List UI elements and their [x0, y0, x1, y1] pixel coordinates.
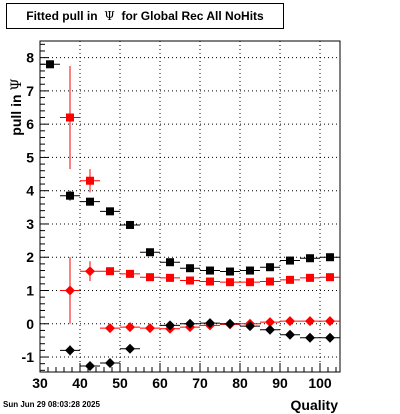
data-point-diamond: [85, 266, 95, 277]
data-point-diamond: [325, 332, 335, 343]
data-point-square: [106, 207, 114, 216]
data-point-diamond: [245, 321, 255, 332]
x-tick-label: 90: [272, 375, 288, 391]
y-tick-label: 7: [26, 83, 34, 99]
series-3: [60, 318, 340, 372]
data-point-diamond: [265, 317, 275, 328]
data-point-square: [306, 273, 314, 282]
data-point-square: [266, 277, 274, 286]
series-0: [40, 60, 340, 276]
data-point-square: [206, 277, 214, 286]
data-point-square: [166, 258, 174, 267]
data-point-square: [66, 191, 74, 200]
data-point-square: [146, 248, 154, 257]
title-suffix: for Global Rec All NoHits: [121, 9, 264, 23]
y-tick-label: 8: [26, 50, 34, 66]
data-point-square: [206, 266, 214, 275]
data-point-square: [186, 276, 194, 285]
y-tick-label: 1: [26, 282, 34, 298]
data-point-square: [246, 278, 254, 287]
x-tick-label: 70: [192, 375, 208, 391]
chart-title: Fitted pull in Ψ for Global Rec All NoHi…: [6, 3, 284, 29]
data-point-square: [306, 254, 314, 263]
data-point-diamond: [285, 316, 295, 327]
series-1: [60, 65, 340, 287]
data-point-diamond: [185, 318, 195, 329]
x-tick-label: 80: [232, 375, 248, 391]
data-point-diamond: [205, 318, 215, 329]
series-2: [60, 257, 340, 334]
plot-frame: [39, 40, 341, 373]
data-point-diamond: [305, 332, 315, 343]
y-tick-label: 2: [26, 249, 34, 265]
title-prefix: Fitted pull in: [26, 9, 98, 23]
x-tick-label: 60: [152, 375, 168, 391]
data-point-square: [326, 273, 334, 282]
data-point-square: [126, 220, 134, 229]
y-axis-title: pull in Ψ: [8, 78, 25, 135]
y-tick-label: -1: [22, 349, 35, 365]
timestamp: Sun Jun 29 08:03:28 2025: [3, 400, 100, 409]
data-point-diamond: [165, 320, 175, 331]
x-tick-label: 50: [112, 375, 128, 391]
data-point-square: [86, 197, 94, 206]
data-point-square: [246, 266, 254, 275]
data-point-square: [226, 267, 234, 276]
data-point-diamond: [65, 285, 75, 296]
data-marks: [40, 60, 340, 372]
x-tick-label: 40: [72, 375, 88, 391]
data-point-square: [286, 275, 294, 284]
data-point-square: [106, 267, 114, 276]
data-point-diamond: [105, 358, 115, 369]
y-tick-label: 4: [26, 183, 34, 199]
y-axis-title-psi: Ψ: [9, 78, 25, 90]
axis-ticks: 30 40 50 60 70 80 90 100 -1 0 1 2 3 4 5 6 7 8: [22, 43, 337, 391]
data-point-diamond: [325, 316, 335, 327]
data-point-diamond: [65, 345, 75, 356]
data-point-square: [146, 273, 154, 282]
data-point-diamond: [125, 322, 135, 333]
x-tick-label: 100: [308, 375, 332, 391]
data-point-diamond: [265, 324, 275, 335]
title-psi-symbol: Ψ: [104, 9, 115, 23]
data-point-diamond: [105, 323, 115, 334]
x-tick-label: 30: [32, 375, 48, 391]
y-tick-label: 6: [26, 116, 34, 132]
y-tick-label: 3: [26, 216, 34, 232]
y-tick-label: 5: [26, 149, 34, 165]
data-point-diamond: [125, 343, 135, 354]
data-point-square: [186, 264, 194, 273]
data-point-square: [66, 113, 74, 122]
y-axis-title-text: pull in: [8, 94, 24, 135]
data-point-diamond: [145, 323, 155, 334]
data-point-diamond: [85, 361, 95, 372]
data-point-square: [266, 263, 274, 272]
data-point-square: [166, 273, 174, 282]
data-point-square: [86, 176, 94, 185]
x-axis-title: Quality: [291, 397, 339, 413]
data-point-diamond: [305, 316, 315, 327]
data-point-square: [46, 60, 54, 69]
data-point-square: [326, 253, 334, 262]
data-point-square: [286, 256, 294, 265]
data-point-square: [126, 269, 134, 278]
data-point-diamond: [285, 329, 295, 340]
data-point-diamond: [225, 318, 235, 329]
data-point-square: [226, 278, 234, 287]
y-tick-label: 0: [26, 316, 34, 332]
